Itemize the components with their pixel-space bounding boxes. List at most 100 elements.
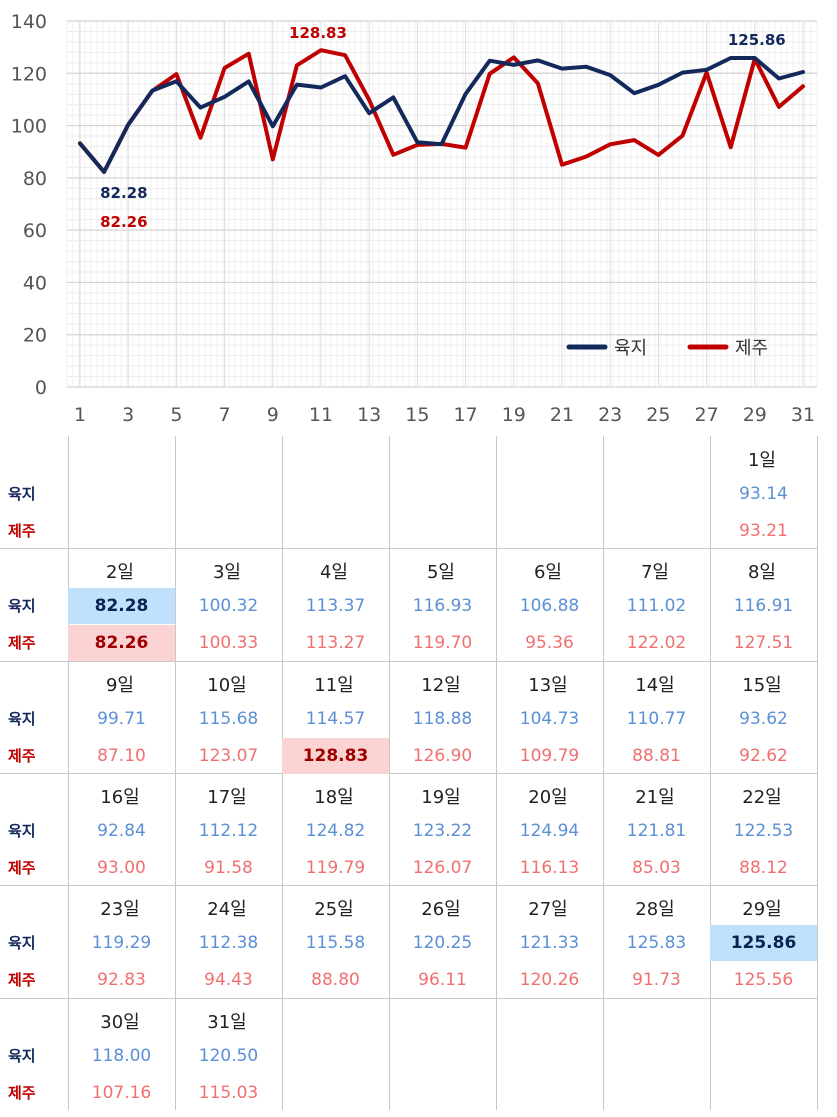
row-label-land: 육지 [8, 821, 36, 840]
value-land: 111.02 [626, 596, 687, 617]
row-label-jeju: 제주 [8, 522, 36, 540]
data-label: 125.86 [728, 31, 786, 49]
x-tick-label: 31 [791, 404, 815, 426]
value-land: 120.25 [412, 933, 473, 954]
value-land: 112.38 [198, 933, 259, 954]
value-jeju: 94.43 [204, 970, 253, 991]
series-line-land [78, 56, 805, 174]
x-tick-label: 29 [743, 404, 767, 426]
value-land: 118.00 [91, 1045, 152, 1066]
value-jeju: 91.58 [204, 857, 253, 878]
row-label-jeju: 제주 [8, 746, 36, 765]
value-jeju: 87.10 [97, 745, 146, 766]
row-divider [0, 885, 817, 887]
value-jeju: 125.56 [733, 970, 794, 991]
calendar-table: 육지 제주 1일 93.14 93.21 육지 제주 2일 82.28 82.26 3일 100.32… [0, 436, 837, 1117]
value-jeju: 109.79 [519, 745, 580, 766]
x-tick-label: 5 [170, 404, 182, 426]
x-tick-label: 11 [309, 404, 333, 426]
value-jeju: 88.81 [632, 745, 681, 766]
x-tick-label: 27 [695, 404, 719, 426]
value-land: 120.50 [198, 1045, 259, 1066]
y-tick-label: 140 [11, 11, 47, 33]
value-land: 92.84 [97, 820, 146, 841]
day-number: 27일 [528, 899, 568, 921]
legend-label-land: 육지 [614, 338, 647, 359]
value-jeju: 122.02 [626, 633, 687, 654]
day-number: 12일 [421, 674, 461, 696]
x-tick-label: 1 [74, 404, 86, 426]
row-label-jeju: 제주 [8, 971, 36, 990]
column-divider [817, 436, 818, 1110]
value-land: 122.53 [733, 820, 794, 841]
day-number: 28일 [635, 899, 675, 921]
value-jeju: 128.83 [282, 737, 389, 774]
x-tick-label: 19 [502, 404, 526, 426]
day-number: 25일 [314, 899, 354, 921]
value-land: 115.58 [305, 933, 366, 954]
row-label-jeju: 제주 [8, 858, 36, 877]
value-jeju: 96.11 [418, 970, 467, 991]
day-number: 14일 [635, 674, 675, 696]
value-land: 93.62 [739, 708, 788, 729]
row-label-land: 육지 [8, 597, 36, 616]
value-jeju: 92.62 [739, 745, 788, 766]
day-number: 19일 [421, 786, 461, 808]
value-land: 119.29 [91, 933, 152, 954]
day-number: 16일 [100, 786, 140, 808]
value-jeju: 126.07 [412, 857, 473, 878]
value-land: 125.86 [710, 925, 817, 962]
value-jeju: 95.36 [525, 633, 574, 654]
value-jeju: 91.73 [632, 970, 681, 991]
x-tick-label: 25 [646, 404, 670, 426]
day-number: 6일 [533, 562, 562, 584]
value-land: 115.68 [198, 708, 259, 729]
day-number: 11일 [314, 674, 354, 696]
data-label: 82.26 [100, 213, 147, 231]
y-tick-label: 100 [11, 116, 47, 138]
day-number: 24일 [207, 899, 247, 921]
value-jeju: 92.83 [97, 970, 146, 991]
day-number: 21일 [635, 786, 675, 808]
value-jeju: 85.03 [632, 857, 681, 878]
value-land: 121.33 [519, 933, 580, 954]
value-land: 114.57 [305, 708, 366, 729]
value-land: 124.82 [305, 820, 366, 841]
y-tick-label: 80 [23, 168, 47, 190]
value-land: 100.32 [198, 596, 259, 617]
value-land: 123.22 [412, 820, 473, 841]
row-label-jeju: 제주 [8, 634, 36, 653]
value-jeju: 120.26 [519, 970, 580, 991]
row-label-land: 육지 [8, 485, 36, 503]
y-tick-label: 0 [35, 377, 47, 399]
value-jeju: 88.80 [311, 970, 360, 991]
value-jeju: 82.26 [68, 625, 175, 662]
value-jeju: 119.79 [305, 857, 366, 878]
x-tick-label: 23 [598, 404, 622, 426]
day-number: 18일 [314, 786, 354, 808]
value-jeju: 93.00 [97, 857, 146, 878]
row-label-land: 육지 [8, 934, 36, 953]
value-jeju: 113.27 [305, 633, 366, 654]
line-chart: 0 20 40 60 80 100 120 140 1 3 5 7 9 11 13 15 17 19 21 23 25 2… [0, 0, 837, 430]
day-number: 22일 [742, 786, 782, 808]
day-number: 26일 [421, 899, 461, 921]
day-number: 15일 [742, 674, 782, 696]
day-number: 3일 [212, 562, 241, 584]
value-land: 113.37 [305, 596, 366, 617]
value-land: 93.14 [739, 484, 788, 504]
value-land: 116.91 [733, 596, 794, 617]
value-jeju: 126.90 [412, 745, 473, 766]
x-tick-label: 9 [267, 404, 279, 426]
value-jeju: 107.16 [91, 1082, 152, 1103]
row-label-jeju: 제주 [8, 1083, 36, 1102]
value-land: 104.73 [519, 708, 580, 729]
row-divider [0, 772, 817, 774]
row-label-land: 육지 [8, 709, 36, 728]
value-land: 118.88 [412, 708, 473, 729]
day-number: 9일 [105, 674, 134, 696]
day-number: 29일 [742, 899, 782, 921]
y-tick-label: 40 [23, 272, 47, 294]
data-label: 128.83 [289, 24, 347, 42]
